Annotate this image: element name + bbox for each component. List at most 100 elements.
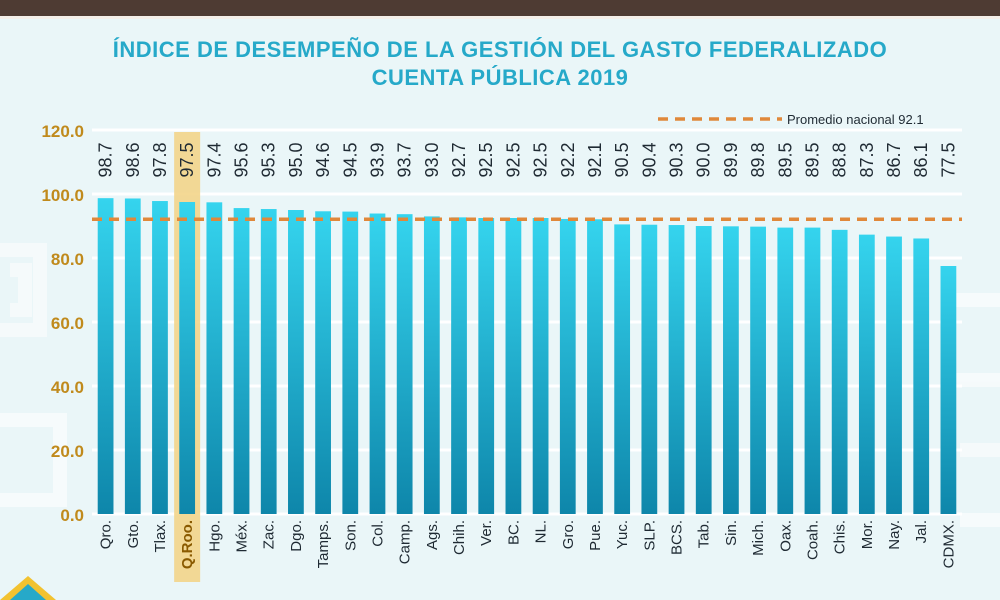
y-tick-label: 80.0 (51, 250, 84, 269)
category-label: Zac. (261, 520, 278, 549)
category-label: Mor. (859, 520, 876, 549)
value-label: 88.8 (830, 142, 850, 177)
value-label: 92.5 (503, 142, 523, 177)
category-label: Q.Roo. (179, 520, 196, 569)
bar (913, 238, 930, 515)
value-label: 97.5 (177, 142, 197, 177)
category-label: Pue. (587, 520, 604, 551)
category-label: Tamps. (315, 520, 332, 568)
category-label: SLP. (641, 520, 658, 551)
value-label: 95.0 (286, 142, 306, 177)
chart-title: ÍNDICE DE DESEMPEÑO DE LA GESTIÓN DEL GA… (0, 36, 1000, 92)
bar (587, 219, 603, 514)
value-label: 98.7 (96, 142, 116, 177)
value-label: 90.3 (667, 142, 687, 177)
bar (179, 202, 196, 514)
category-label: Gto. (125, 520, 142, 548)
value-label: 89.5 (802, 142, 822, 177)
category-label: Tlax. (152, 520, 169, 553)
y-tick-label: 120.0 (41, 122, 84, 141)
bar (804, 227, 821, 514)
y-tick-label: 0.0 (60, 506, 84, 525)
bar (152, 201, 168, 515)
category-label: Méx. (234, 520, 251, 553)
bar (668, 225, 685, 515)
chart-title-line-2: CUENTA PÚBLICA 2019 (371, 65, 629, 90)
bar (315, 211, 331, 514)
bar (478, 218, 495, 514)
value-label: 90.0 (694, 142, 714, 177)
category-label: CDMX. (940, 520, 957, 568)
category-label: Camp. (397, 520, 414, 564)
value-label: 93.7 (395, 142, 415, 177)
value-label: 86.7 (884, 142, 904, 177)
bar (124, 198, 141, 515)
category-label: Yuc. (614, 520, 631, 549)
bar (831, 229, 848, 514)
bar (695, 226, 712, 514)
category-label: Dgo. (288, 520, 305, 552)
value-label: 94.5 (340, 142, 360, 177)
category-label: Oax. (777, 520, 794, 552)
y-tick-label: 20.0 (51, 442, 84, 461)
category-label: Col. (369, 520, 386, 547)
bar (532, 218, 549, 514)
bar (206, 202, 223, 514)
category-label: Jal. (913, 520, 930, 543)
bar (288, 210, 304, 514)
bar (369, 213, 386, 514)
category-label: Ver. (478, 520, 495, 546)
value-label: 90.5 (612, 142, 632, 177)
value-label: 87.3 (857, 142, 877, 177)
value-label: 98.6 (123, 142, 143, 177)
value-label: 94.6 (313, 142, 333, 177)
value-label: 92.5 (476, 142, 496, 177)
bar (886, 236, 902, 514)
y-tick-label: 60.0 (51, 314, 84, 333)
bar (233, 208, 250, 514)
value-label: 93.9 (367, 142, 387, 177)
value-label: 92.7 (449, 142, 469, 177)
legend-label: Promedio nacional 92.1 (787, 112, 924, 127)
bar (342, 211, 359, 514)
bar (614, 224, 631, 514)
value-label: 92.5 (531, 142, 551, 177)
bar (858, 234, 875, 514)
bar (97, 198, 114, 514)
category-label: Tab. (696, 520, 713, 548)
chart-title-line-1: ÍNDICE DE DESEMPEÑO DE LA GESTIÓN DEL GA… (112, 37, 888, 62)
category-label: Sin. (723, 520, 740, 546)
value-label: 97.8 (150, 142, 170, 177)
bar (940, 266, 957, 514)
category-label: BCS. (669, 520, 686, 555)
category-label: Hgo. (206, 520, 223, 552)
value-label: 89.9 (721, 142, 741, 177)
value-label: 89.8 (748, 142, 768, 177)
value-label: 97.4 (204, 142, 224, 177)
category-label: Mich. (750, 520, 767, 556)
value-label: 93.0 (422, 142, 442, 177)
bar (396, 214, 413, 514)
category-label: BC. (505, 520, 522, 545)
category-label: Coah. (804, 520, 821, 560)
value-label: 95.6 (232, 142, 252, 177)
value-label: 90.4 (639, 142, 659, 177)
y-tick-label: 100.0 (41, 186, 84, 205)
category-label: Ags. (424, 520, 441, 550)
category-label: NL. (533, 520, 550, 543)
category-label: Qro. (98, 520, 115, 549)
category-label: Chis. (832, 520, 849, 554)
value-label: 92.2 (558, 142, 578, 177)
bar (750, 226, 766, 514)
bar (559, 218, 576, 514)
top-bar-divider (0, 16, 1000, 19)
bar (723, 226, 739, 514)
category-label: Son. (342, 520, 359, 551)
bar (451, 217, 467, 515)
category-label: Gro. (560, 520, 577, 549)
bar (260, 209, 277, 515)
value-label: 77.5 (938, 142, 958, 177)
bar (505, 218, 522, 514)
